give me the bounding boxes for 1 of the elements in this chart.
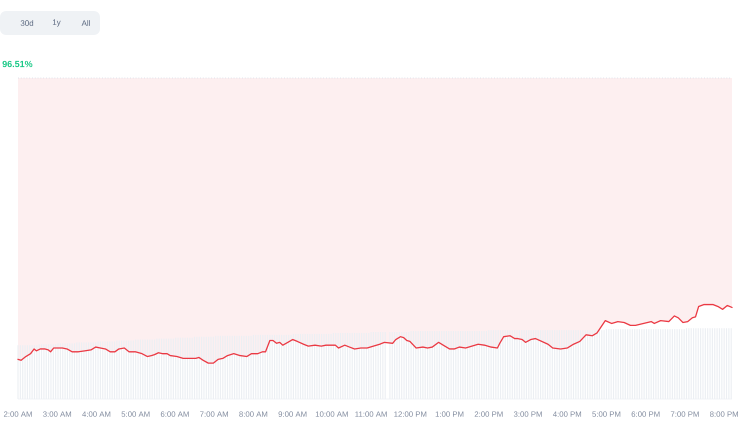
chart-subtitle: 96.51%	[2, 60, 32, 68]
